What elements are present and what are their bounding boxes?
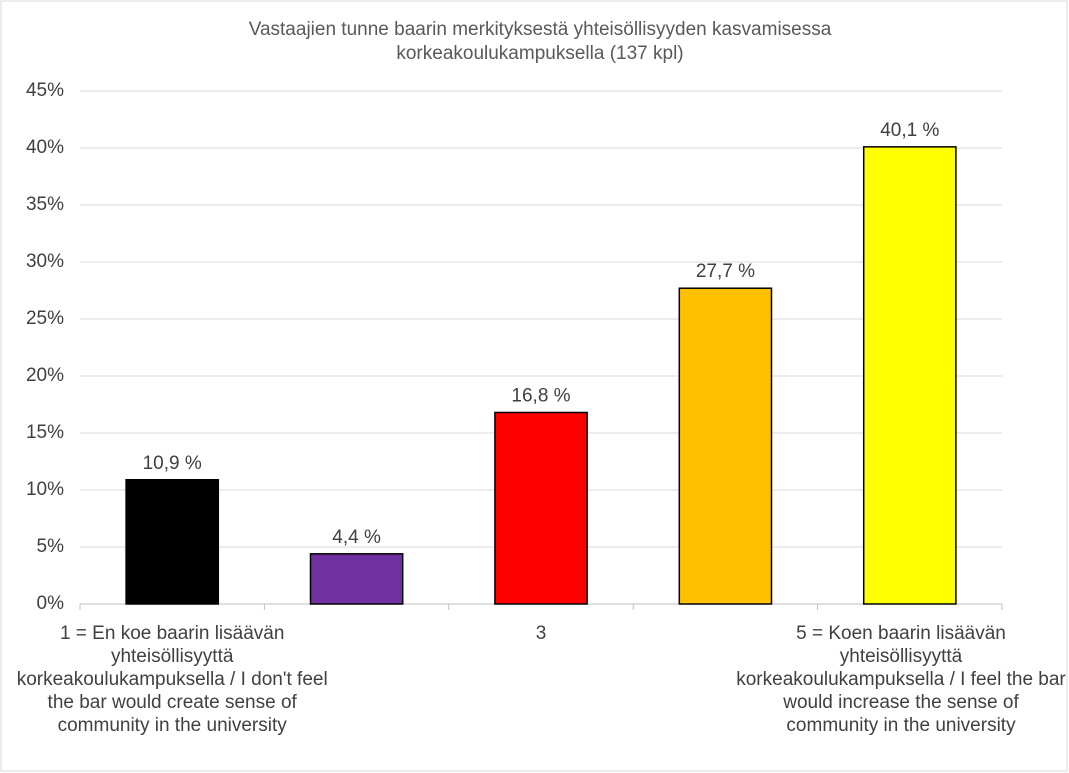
x-tick-label: 3 <box>535 623 547 644</box>
x-tick-label: 1 = En koe baarin lisäävän yhteisöllisyy… <box>16 623 328 736</box>
y-tick-label: 35% <box>26 194 64 215</box>
y-tick-label: 25% <box>26 308 64 329</box>
bar <box>125 478 220 605</box>
y-tick-label: 45% <box>26 80 64 101</box>
y-tick-label: 40% <box>26 137 64 158</box>
y-tick-label: 10% <box>26 479 64 500</box>
bar <box>494 411 588 605</box>
y-tick-label: 15% <box>26 422 64 443</box>
y-tick-label: 20% <box>26 365 64 386</box>
data-label: 10,9 % <box>143 453 202 474</box>
y-tick-label: 30% <box>26 251 64 272</box>
bar <box>862 146 957 605</box>
chart-title: Vastaajien tunne baarin merkityksestä yh… <box>248 19 832 64</box>
data-label: 27,7 % <box>696 261 755 282</box>
y-tick-label: 0% <box>37 593 65 614</box>
bar <box>678 287 773 605</box>
y-tick-label: 5% <box>37 536 65 557</box>
bar <box>309 553 404 605</box>
x-tick-label: 5 = Koen baarin lisäävän yhteisöllisyytt… <box>736 623 1066 736</box>
data-label: 40,1 % <box>880 120 939 141</box>
data-label: 4,4 % <box>332 527 381 548</box>
data-label: 16,8 % <box>511 385 570 406</box>
